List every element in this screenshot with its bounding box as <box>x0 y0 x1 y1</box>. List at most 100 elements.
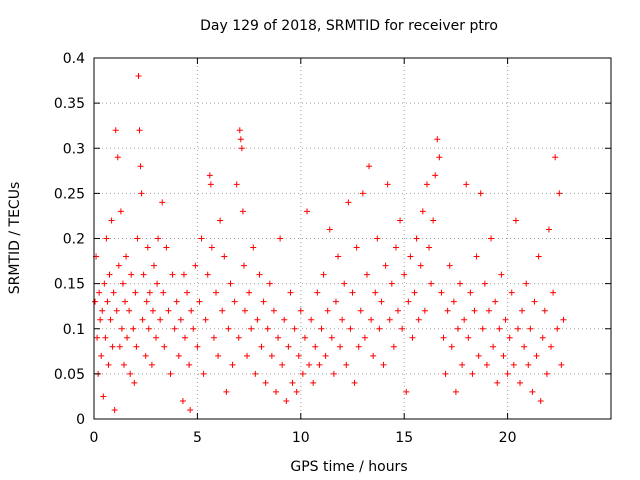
data-point <box>171 325 178 332</box>
data-point <box>382 262 389 269</box>
data-point <box>324 307 331 314</box>
chart-title: Day 129 of 2018, SRMTID for receiver ptr… <box>200 18 498 34</box>
data-point <box>293 388 300 395</box>
y-axis-label: SRMTID / TECUs <box>7 182 23 295</box>
data-point <box>380 361 387 368</box>
y-tick-label: 0.3 <box>63 141 85 157</box>
y-tick-label: 0.35 <box>54 96 85 112</box>
data-point <box>175 352 182 359</box>
data-point <box>122 298 129 305</box>
data-point <box>179 397 186 404</box>
data-point <box>148 361 155 368</box>
x-tick-label: 10 <box>292 430 310 446</box>
data-point <box>194 343 201 350</box>
data-point <box>173 298 180 305</box>
data-point <box>112 127 119 134</box>
data-point <box>548 343 555 350</box>
data-point <box>384 181 391 188</box>
data-point <box>554 325 561 332</box>
data-point <box>233 181 240 188</box>
data-point <box>405 298 412 305</box>
data-point <box>349 289 356 296</box>
x-axis-ticks: 0 5 10 15 20 <box>90 58 612 446</box>
data-point <box>304 208 311 215</box>
data-point <box>275 334 282 341</box>
data-point <box>143 298 150 305</box>
data-point <box>241 307 248 314</box>
data-point <box>100 393 107 400</box>
data-point <box>231 298 238 305</box>
data-point <box>477 190 484 197</box>
data-point <box>436 154 443 161</box>
data-point <box>392 244 399 251</box>
data-point <box>434 136 441 143</box>
data-point <box>213 289 220 296</box>
data-point <box>238 145 245 152</box>
data-point <box>113 307 120 314</box>
data-point <box>479 325 486 332</box>
data-point <box>399 325 406 332</box>
data-point <box>237 136 244 143</box>
data-point <box>229 361 236 368</box>
data-point <box>126 307 133 314</box>
data-point <box>535 253 542 260</box>
data-point <box>104 298 111 305</box>
data-point <box>533 352 540 359</box>
data-point <box>411 289 418 296</box>
data-point <box>165 307 172 314</box>
data-point <box>252 370 259 377</box>
data-point <box>117 208 124 215</box>
data-point <box>490 343 497 350</box>
data-point <box>357 307 364 314</box>
data-point <box>498 271 505 278</box>
data-point <box>413 235 420 242</box>
data-point <box>295 352 302 359</box>
y-tick-label: 0.2 <box>63 232 85 248</box>
data-point <box>142 352 149 359</box>
data-point <box>510 361 517 368</box>
data-point <box>270 307 277 314</box>
data-point <box>139 316 146 323</box>
data-point <box>432 172 439 179</box>
x-tick-label: 0 <box>90 430 99 446</box>
data-point <box>239 208 246 215</box>
data-point <box>154 280 161 287</box>
data-point <box>339 316 346 323</box>
data-point <box>225 325 232 332</box>
data-point <box>308 316 315 323</box>
data-point <box>488 235 495 242</box>
data-point <box>541 307 548 314</box>
data-point <box>291 325 298 332</box>
data-point <box>124 334 131 341</box>
data-point <box>419 208 426 215</box>
data-point <box>492 298 499 305</box>
data-point <box>335 253 342 260</box>
data-point <box>461 316 468 323</box>
data-point <box>244 352 251 359</box>
data-point <box>109 343 116 350</box>
data-point <box>444 307 451 314</box>
data-point <box>248 325 255 332</box>
data-point <box>192 262 199 269</box>
data-point <box>390 343 397 350</box>
data-point <box>138 190 145 197</box>
data-point <box>208 244 215 251</box>
data-point <box>394 307 401 314</box>
data-point <box>135 73 142 80</box>
data-point <box>98 352 105 359</box>
data-point <box>277 235 284 242</box>
data-point <box>485 307 492 314</box>
x-axis-label: GPS time / hours <box>290 459 407 475</box>
data-point <box>403 388 410 395</box>
data-point <box>417 262 424 269</box>
data-point <box>159 199 166 206</box>
data-point <box>471 307 478 314</box>
data-point <box>289 379 296 386</box>
data-point <box>219 307 226 314</box>
data-point <box>96 289 103 296</box>
data-point <box>186 361 193 368</box>
data-point <box>102 334 109 341</box>
data-point <box>202 316 209 323</box>
data-point <box>459 361 466 368</box>
data-point <box>157 316 164 323</box>
